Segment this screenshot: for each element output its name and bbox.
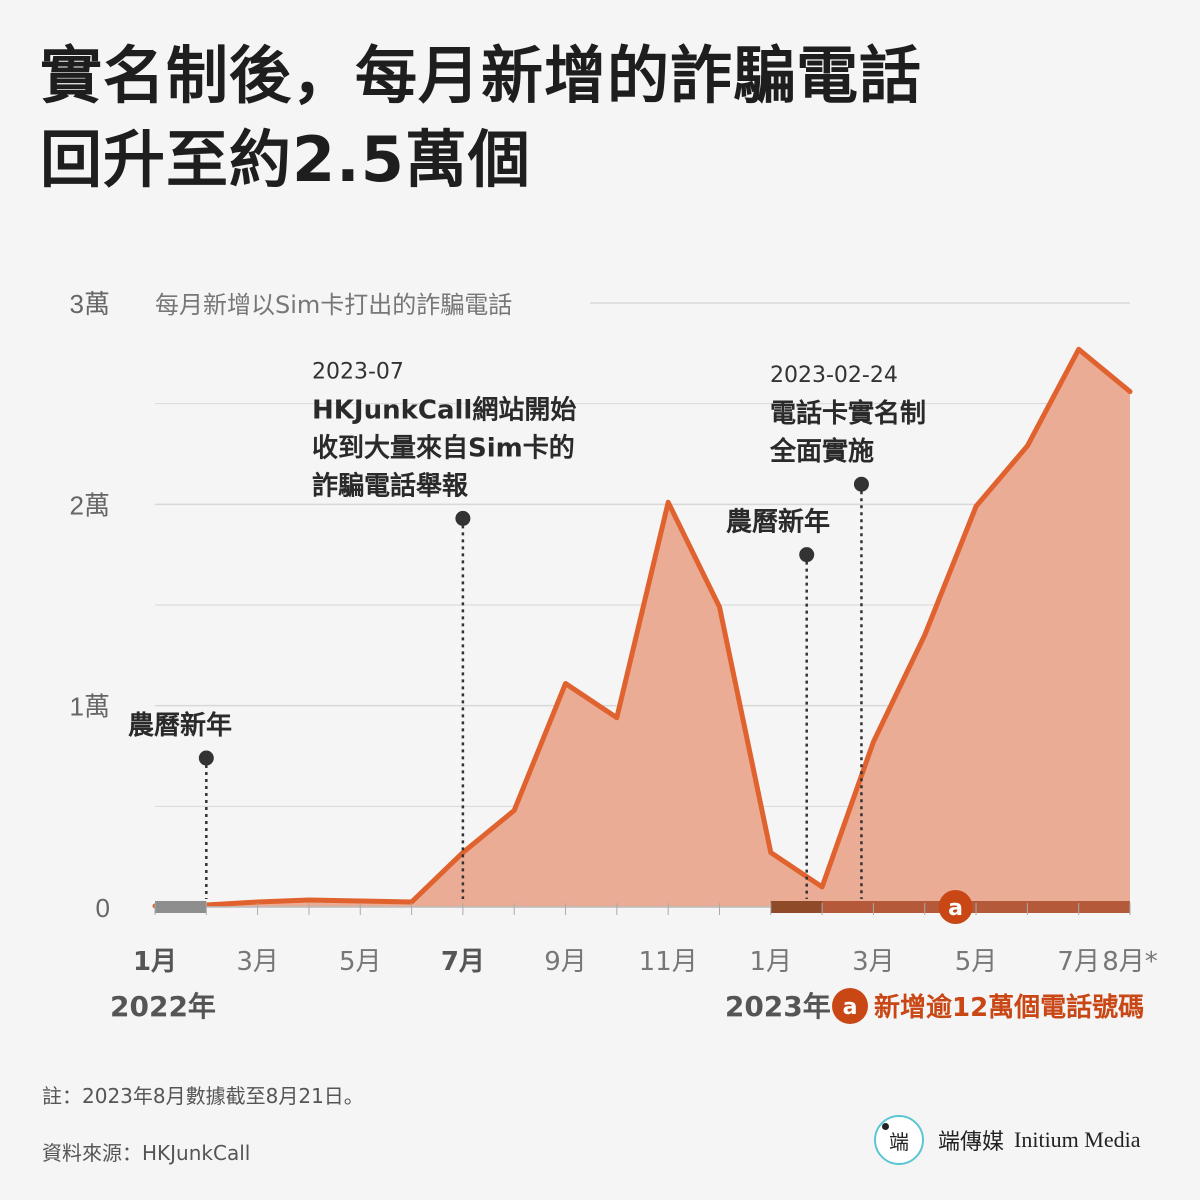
x-tick-label: 1月 xyxy=(133,947,177,977)
annotation-marker xyxy=(198,750,214,766)
range-bar xyxy=(155,901,207,913)
source-credit: 資料來源：HKJunkCall xyxy=(42,1141,251,1165)
annotation-text: 農曆新年 xyxy=(726,507,830,538)
annotation-date: 2023-07 xyxy=(312,359,404,384)
x-tick-label: 8月* xyxy=(1102,947,1158,977)
annotation-text: 收到大量來自Sim卡的 xyxy=(312,432,575,463)
annotation-marker xyxy=(853,476,869,492)
annotation-date: 2023-02-24 xyxy=(770,363,898,388)
title-line-2: 回升至約2.5萬個 xyxy=(40,123,531,196)
brand-name-cn: 端傳媒 xyxy=(938,1130,1005,1155)
chart-subtitle: 每月新增以Sim卡打出的詐騙電話 xyxy=(155,291,512,319)
x-tick-label: 3月 xyxy=(852,947,895,977)
annotation-text: 電話卡實名制 xyxy=(770,398,926,429)
title-line-1: 實名制後，每月新增的詐騙電話 xyxy=(40,39,923,112)
legend-badge-letter: a xyxy=(843,995,858,1020)
x-tick-label: 5月 xyxy=(339,947,382,977)
x-tick-label: 7月 xyxy=(441,947,485,977)
y-tick-label: 3萬 xyxy=(70,289,110,319)
page-title: 實名制後，每月新增的詐騙電話 回升至約2.5萬個 xyxy=(40,34,1160,202)
area-chart: 0 1萬 2萬 3萬 每月新增以Sim卡打出的詐騙電話 1月 3月 5月 7月 9月 11月 1月 3月… xyxy=(70,289,1158,1024)
footnote: 註：2023年8月數據截至8月21日。 xyxy=(42,1084,364,1108)
y-tick-label: 2萬 xyxy=(70,490,110,520)
annotation-marker xyxy=(455,510,471,526)
y-tick-label: 0 xyxy=(96,893,110,923)
brand-name-en: Initium Media xyxy=(1014,1127,1141,1152)
annotation-text: 農曆新年 xyxy=(128,710,232,741)
initium-logo-icon: 端 xyxy=(874,1115,924,1165)
range-bar xyxy=(770,901,823,913)
x-tick-label: 7月 xyxy=(1057,947,1100,977)
annotation-text: 詐騙電話舉報 xyxy=(312,470,469,501)
series-area xyxy=(155,349,1130,907)
x-tick-label: 9月 xyxy=(544,947,587,977)
badge-marker xyxy=(938,890,973,924)
y-tick-label: 1萬 xyxy=(70,692,110,722)
x-tick-label: 1月 xyxy=(750,947,793,977)
badge-letter: a xyxy=(948,896,963,921)
annotation-marker xyxy=(799,547,815,563)
legend-badge-text: 新增逾12萬個電話號碼 xyxy=(874,992,1144,1023)
logo-glyph: 端 xyxy=(889,1129,909,1154)
brand-logo: 端 端傳媒 Initium Media xyxy=(874,1112,1141,1168)
x-tick-label: 11月 xyxy=(639,947,698,977)
year-label: 2023年 xyxy=(725,990,831,1023)
x-tick-label: 5月 xyxy=(955,947,998,977)
logo-dot xyxy=(882,1123,889,1130)
legend-badge-marker xyxy=(832,988,868,1024)
year-label: 2022年 xyxy=(110,990,216,1023)
x-tick-label: 3月 xyxy=(236,947,279,977)
annotation-text: 全面實施 xyxy=(769,436,874,467)
series-line xyxy=(152,346,1133,909)
annotation-text: HKJunkCall網站開始 xyxy=(312,394,576,425)
